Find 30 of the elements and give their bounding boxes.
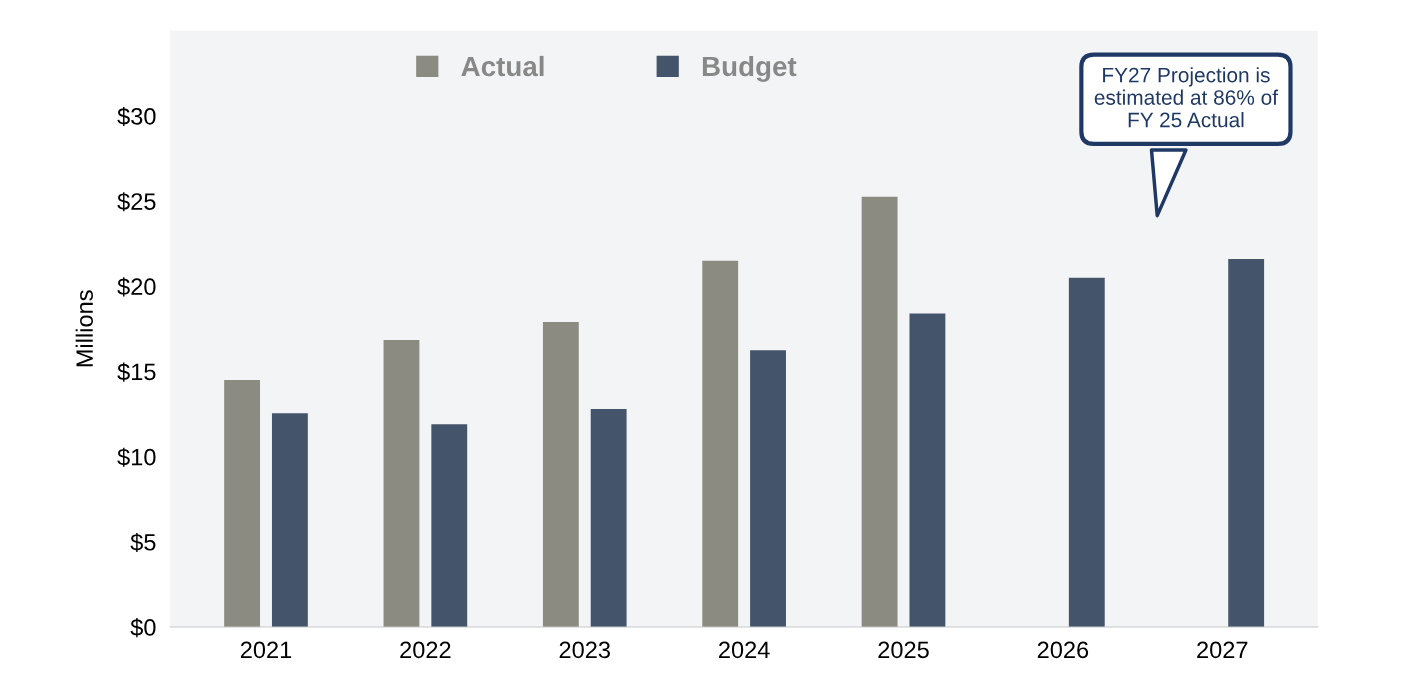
y-tick-label: $25: [117, 192, 156, 212]
x-tick-label: 2025: [878, 641, 929, 659]
bar: [383, 339, 420, 627]
y-tick-label: $20: [117, 277, 156, 297]
y-tick-label: $10: [117, 447, 156, 467]
bar: [431, 424, 468, 627]
bar: [1228, 259, 1265, 627]
y-tick-label: $30: [117, 106, 156, 127]
legend-label: Budget: [702, 55, 797, 82]
bar: [702, 260, 739, 627]
bar: [224, 379, 261, 627]
x-tick-label: 2027: [1197, 641, 1248, 659]
bar: [909, 313, 946, 627]
annotation: FY27 Projection is estimated at 86% of FY 25 Actual: [1094, 67, 1279, 128]
y-axis-title: Millions: [75, 290, 93, 367]
bar: [1068, 277, 1105, 627]
y-tick-label: $0: [130, 618, 156, 638]
x-tick-label: 2024: [719, 641, 770, 659]
x-tick-label: 2022: [400, 641, 451, 659]
x-tick-label: 2021: [240, 641, 292, 659]
bar: [271, 413, 308, 627]
bar: [542, 322, 579, 627]
legend-label: Actual: [461, 55, 544, 77]
bar: [861, 196, 898, 627]
x-tick-label: 2026: [1037, 641, 1089, 659]
y-tick-label: $5: [130, 532, 156, 553]
bar: [590, 408, 627, 627]
y-tick-label: $15: [117, 362, 156, 382]
bar: [750, 350, 786, 627]
x-tick-label: 2023: [559, 641, 610, 659]
